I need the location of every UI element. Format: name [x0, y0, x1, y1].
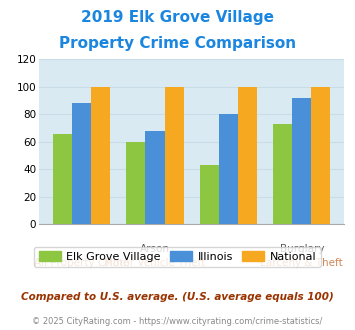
Bar: [146, 131, 164, 224]
Text: © 2025 CityRating.com - https://www.cityrating.com/crime-statistics/: © 2025 CityRating.com - https://www.city…: [32, 317, 323, 326]
Bar: [292, 98, 311, 224]
Bar: [200, 165, 219, 224]
Legend: Elk Grove Village, Illinois, National: Elk Grove Village, Illinois, National: [34, 247, 321, 267]
Text: Burglary: Burglary: [280, 244, 324, 254]
Bar: [72, 103, 91, 224]
Bar: [164, 87, 184, 224]
Bar: [238, 87, 257, 224]
Text: 2019 Elk Grove Village: 2019 Elk Grove Village: [81, 10, 274, 25]
Text: Motor Vehicle Theft: Motor Vehicle Theft: [104, 258, 206, 268]
Bar: [53, 134, 72, 224]
Bar: [91, 87, 110, 224]
Bar: [311, 87, 331, 224]
Text: Arson: Arson: [140, 244, 170, 254]
Text: Larceny & Theft: Larceny & Theft: [261, 258, 343, 268]
Text: Property Crime Comparison: Property Crime Comparison: [59, 36, 296, 51]
Bar: [219, 115, 238, 224]
Text: Compared to U.S. average. (U.S. average equals 100): Compared to U.S. average. (U.S. average …: [21, 292, 334, 302]
Bar: [273, 124, 292, 224]
Bar: [126, 142, 146, 224]
Text: All Property Crime: All Property Crime: [34, 258, 129, 268]
